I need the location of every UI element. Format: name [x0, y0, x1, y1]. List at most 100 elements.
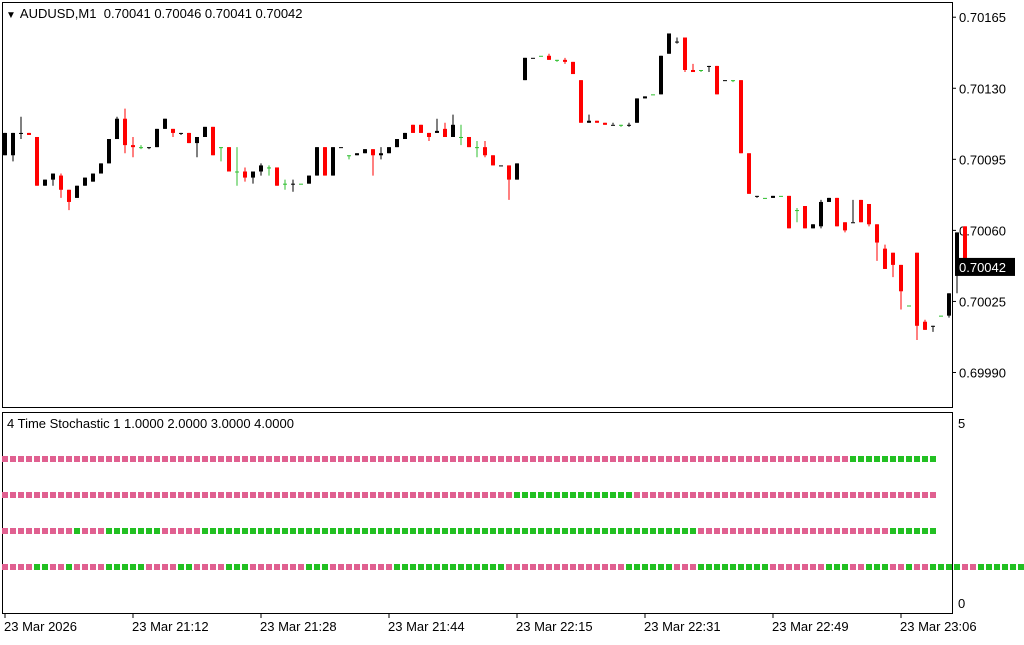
- price-tick-label: 0.70165: [959, 10, 1006, 25]
- candle: [299, 183, 303, 185]
- stochastic-cell: [794, 564, 800, 570]
- stochastic-cell: [170, 456, 176, 462]
- stochastic-cell: [58, 564, 64, 570]
- stochastic-cell: [410, 456, 416, 462]
- time-tick-label: 23 Mar 2026: [4, 619, 77, 634]
- candle: [843, 222, 847, 233]
- stochastic-cell: [986, 564, 992, 570]
- candle-body: [827, 197, 831, 202]
- candle-body: [451, 124, 455, 137]
- stochastic-cell: [314, 564, 320, 570]
- stochastic-cell: [290, 528, 296, 534]
- stochastic-cell: [546, 564, 552, 570]
- stochastic-cell: [42, 528, 48, 534]
- current-price-tag-bg: [955, 257, 1015, 276]
- stochastic-cell: [786, 564, 792, 570]
- stochastic-cell: [850, 564, 856, 570]
- candle: [579, 80, 583, 123]
- candle: [827, 197, 831, 202]
- stochastic-cell: [138, 564, 144, 570]
- candle-body: [147, 147, 151, 149]
- stochastic-cell: [226, 528, 232, 534]
- stochastic-cell: [546, 492, 552, 498]
- stochastic-cell: [338, 456, 344, 462]
- indicator-axis: 50: [958, 416, 965, 611]
- candle: [891, 252, 895, 278]
- candle: [331, 147, 335, 176]
- stochastic-cell: [538, 456, 544, 462]
- stochastic-cell: [882, 528, 888, 534]
- candle: [115, 116, 119, 140]
- collapse-triangle-icon[interactable]: ▼: [6, 10, 16, 21]
- candle-body: [923, 321, 927, 330]
- stochastic-cell: [834, 528, 840, 534]
- candle: [499, 165, 503, 167]
- stochastic-cell: [610, 528, 616, 534]
- candle: [379, 147, 383, 160]
- stochastic-cell: [706, 564, 712, 570]
- stochastic-cell: [922, 564, 928, 570]
- stochastic-cell: [586, 456, 592, 462]
- stochastic-cell: [866, 456, 872, 462]
- candle-body: [531, 57, 535, 59]
- candle-body: [155, 128, 159, 148]
- stochastic-cell: [378, 456, 384, 462]
- stochastic-cell: [498, 528, 504, 534]
- stochastic-cell: [530, 456, 536, 462]
- candle-body: [915, 252, 919, 326]
- stochastic-cell: [618, 564, 624, 570]
- candle: [715, 65, 719, 95]
- candle: [19, 116, 23, 140]
- candle-body: [899, 264, 903, 292]
- candle-body: [739, 80, 743, 154]
- stochastic-cell: [186, 456, 192, 462]
- stochastic-cell: [394, 456, 400, 462]
- stochastic-cell: [218, 456, 224, 462]
- stochastic-cell: [642, 564, 648, 570]
- stochastic-cell: [698, 456, 704, 462]
- candle-body: [291, 183, 295, 185]
- stochastic-cell: [874, 564, 880, 570]
- stochastic-cell: [138, 528, 144, 534]
- stochastic-cell: [362, 492, 368, 498]
- candle: [795, 208, 799, 223]
- candle-body: [707, 65, 711, 67]
- stochastic-cell: [634, 564, 640, 570]
- stochastic-cell: [938, 564, 944, 570]
- stochastic-row: [2, 492, 936, 498]
- candle: [83, 177, 87, 186]
- stochastic-cell: [282, 492, 288, 498]
- stochastic-cell: [930, 564, 936, 570]
- candle-body: [131, 145, 135, 148]
- stochastic-cell: [282, 456, 288, 462]
- stochastic-cell: [506, 456, 512, 462]
- stochastic-cell: [810, 456, 816, 462]
- stochastic-row: [2, 528, 936, 534]
- candle-body: [931, 325, 935, 327]
- stochastic-cell: [826, 564, 832, 570]
- time-tick-label: 23 Mar 21:28: [260, 619, 337, 634]
- candle: [427, 132, 431, 142]
- stochastic-cell: [786, 456, 792, 462]
- stochastic-cell: [274, 492, 280, 498]
- candle-body: [163, 118, 167, 129]
- symbol-label: AUDUSD,M1: [19, 6, 97, 21]
- stochastic-cell: [570, 564, 576, 570]
- stochastic-row: [2, 564, 1024, 570]
- stochastic-cell: [90, 564, 96, 570]
- stochastic-cell: [898, 456, 904, 462]
- candle-body: [475, 147, 479, 149]
- candle-body: [203, 126, 207, 137]
- stochastic-cell: [10, 528, 16, 534]
- stochastic-cell: [602, 564, 608, 570]
- stochastic-cell: [754, 492, 760, 498]
- stochastic-cell: [10, 564, 16, 570]
- stochastic-cell: [658, 456, 664, 462]
- candle: [475, 141, 479, 158]
- candle: [699, 69, 703, 73]
- stochastic-cell: [474, 492, 480, 498]
- symbol-header: ▼ AUDUSD,M1 0.70041 0.70046 0.70041 0.700…: [6, 6, 303, 21]
- candle-body: [467, 136, 471, 148]
- candle-body: [627, 124, 631, 126]
